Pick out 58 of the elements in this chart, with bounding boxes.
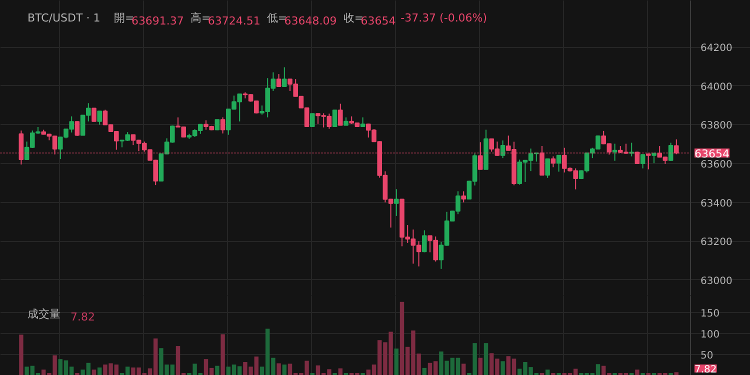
ref-line-label: 63654 [694,148,730,161]
candlestick [640,154,646,169]
bar [92,370,96,375]
candlestick [652,152,656,164]
annotation: 7.82 [70,310,95,324]
bar [500,361,505,375]
text: BTC/USDT · 1 [28,12,100,24]
candlestick [461,190,466,203]
bar [635,370,640,375]
candlestick [612,143,618,162]
candlestick [74,120,80,136]
candlestick [500,140,506,159]
candlestick [220,116,226,134]
y-tick-label: 50 [700,350,714,362]
candlestick [422,230,427,253]
y-tick-label: 150 [700,308,720,320]
bar [546,370,550,375]
bar [220,334,225,375]
bar [478,358,482,375]
y-tick-label: 63200 [700,237,732,248]
candlestick [214,118,220,131]
candlestick [332,110,338,127]
candlestick [310,113,315,127]
candlestick [97,110,102,126]
candlestick [394,188,399,216]
annotation: 開=63691.37 [114,12,184,28]
candlestick [556,154,562,172]
y-tick-label: 64000 [700,82,732,93]
bar [674,372,678,375]
bar [98,368,102,375]
bar [422,368,426,375]
candlestick [282,66,287,88]
annotation: 收=63654 [343,12,396,28]
bar [484,343,488,375]
bar [276,363,281,375]
candlestick [668,142,674,162]
candlestick [338,103,343,126]
bar [19,334,24,375]
y-tick-label: 64200 [700,43,732,54]
bar [215,366,220,375]
candlestick [550,156,556,168]
bar [462,364,466,375]
candlestick [276,74,282,88]
bar [338,368,342,375]
y-tick-label: 100 [700,329,720,340]
annotation: -37.37 (-0.06%) [400,12,488,24]
y-tick-label: 63400 [700,198,732,210]
annotation: 高=63724.51 [190,12,260,28]
annotation: 低=63648.09 [266,12,337,28]
text: 成交量 [28,308,60,320]
y-tick-label: 63600 [700,160,732,171]
candlestick [360,116,366,128]
candlestick [92,107,96,122]
y-tick-label: 63000 [700,276,732,287]
bar [282,364,286,375]
candlestick [545,158,550,178]
bar [394,348,398,375]
y-tick-label: 63800 [700,120,732,132]
